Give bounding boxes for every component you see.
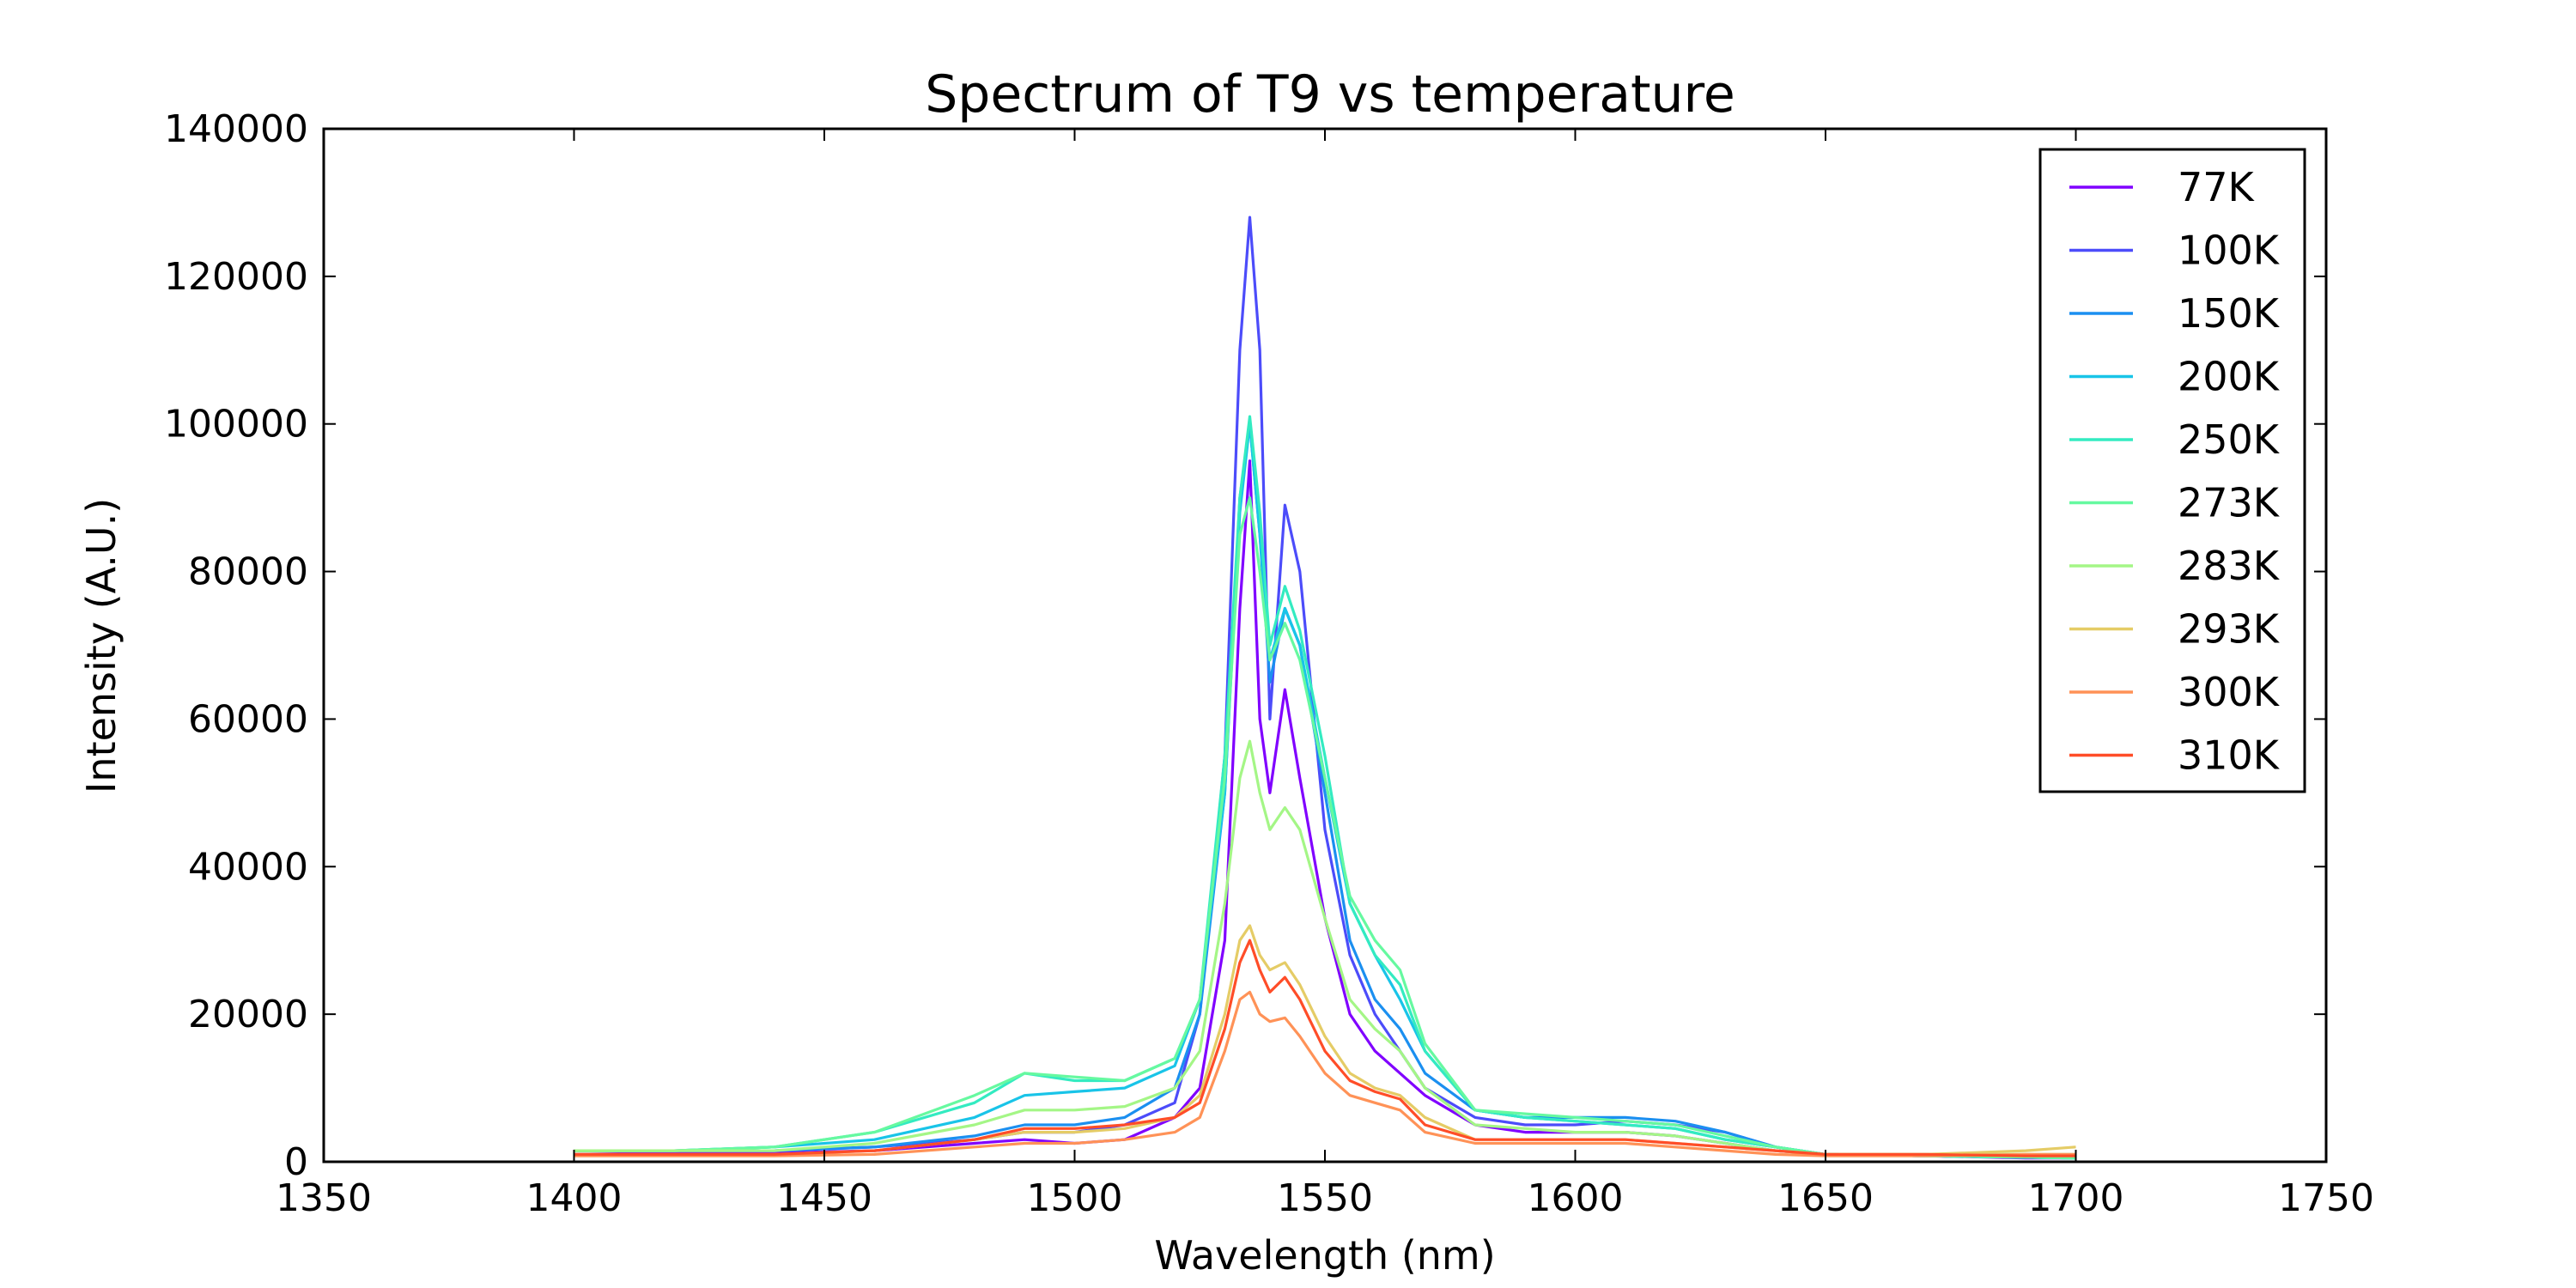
x-tick-label: 1600 bbox=[1528, 1176, 1624, 1220]
legend-label: 200K bbox=[2178, 354, 2281, 400]
x-tick-label: 1550 bbox=[1277, 1176, 1373, 1220]
legend-label: 310K bbox=[2178, 732, 2281, 779]
legend-box bbox=[2038, 148, 2306, 793]
x-tick-label: 1350 bbox=[276, 1176, 372, 1220]
y-tick-label: 80000 bbox=[188, 550, 308, 594]
chart-title: Spectrum of T9 vs temperature bbox=[925, 64, 1735, 125]
y-tick-label: 40000 bbox=[188, 845, 308, 889]
y-tick-label: 100000 bbox=[164, 403, 308, 447]
x-tick-label: 1400 bbox=[526, 1176, 623, 1220]
legend-label: 150K bbox=[2178, 290, 2281, 337]
x-tick-label: 1750 bbox=[2278, 1176, 2374, 1220]
plot-frame bbox=[322, 127, 2328, 1163]
x-tick-label: 1700 bbox=[2028, 1176, 2124, 1220]
legend-label: 100K bbox=[2178, 228, 2281, 274]
y-tick-label: 20000 bbox=[188, 993, 308, 1036]
y-tick-label: 140000 bbox=[164, 107, 308, 151]
y-axis-label: Intensity (A.U.) bbox=[78, 498, 125, 793]
legend-label: 273K bbox=[2178, 480, 2281, 526]
series-line-100K bbox=[574, 216, 2076, 1160]
series-layer bbox=[574, 216, 2076, 1160]
series-line-300K bbox=[574, 990, 2076, 1157]
series-line-293K bbox=[574, 924, 2076, 1157]
x-axis: 1350 1400 1450 1500 1550 1600 1650 1700 1750 bbox=[276, 129, 2374, 1220]
legend-label: 77K bbox=[2178, 164, 2256, 210]
series-line-310K bbox=[574, 939, 2076, 1157]
legend-label: 283K bbox=[2178, 543, 2281, 589]
legend-label: 250K bbox=[2178, 416, 2281, 463]
plot-area: 1350 1400 1450 1500 1550 1600 1650 1700 1750 0 20… bbox=[164, 107, 2374, 1220]
x-axis-label: Wavelength (nm) bbox=[1154, 1232, 1495, 1279]
series-line-77K bbox=[574, 459, 2076, 1160]
legend: 77K 100K 150K 200K 250K 273K 283K 293K 300K 310K bbox=[2038, 148, 2306, 793]
x-tick-label: 1650 bbox=[1777, 1176, 1874, 1220]
y-tick-label: 120000 bbox=[164, 255, 308, 299]
legend-label: 300K bbox=[2178, 669, 2281, 715]
legend-label: 293K bbox=[2178, 606, 2281, 653]
series-line-283K bbox=[574, 739, 2076, 1157]
x-tick-label: 1450 bbox=[776, 1176, 872, 1220]
y-tick-label: 60000 bbox=[188, 697, 308, 741]
y-axis: 0 20000 40000 60000 80000 100000 120000 140000 bbox=[164, 107, 2326, 1184]
series-line-273K bbox=[574, 495, 2076, 1160]
x-tick-label: 1500 bbox=[1027, 1176, 1123, 1220]
y-tick-label: 0 bbox=[284, 1140, 308, 1184]
